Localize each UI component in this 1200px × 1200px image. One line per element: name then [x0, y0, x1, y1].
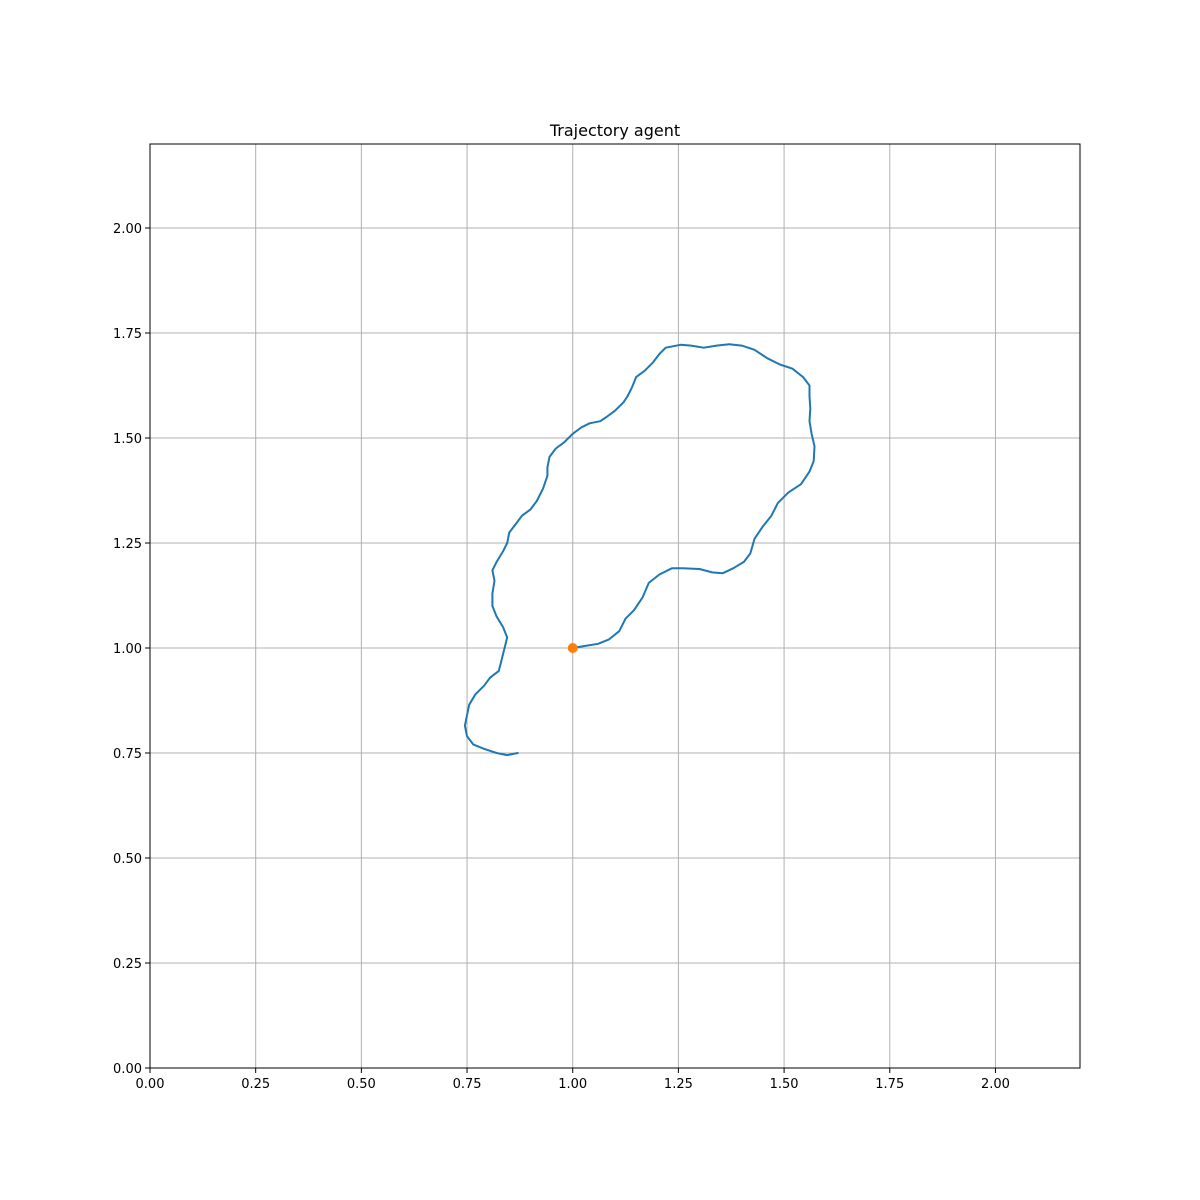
trajectory-line — [463, 343, 816, 757]
plot-frame — [149, 143, 1081, 1069]
y-tick-label: 1.50 — [113, 432, 142, 447]
x-tick-label: 0.25 — [241, 1077, 270, 1092]
x-tick-label: 0.75 — [453, 1077, 482, 1092]
y-tick-label: 2.00 — [113, 222, 142, 237]
x-tick-label: 1.00 — [558, 1077, 587, 1092]
y-tick-label: 1.00 — [113, 642, 142, 657]
chart-title: Trajectory agent — [549, 121, 680, 140]
y-tick-label: 0.25 — [113, 957, 142, 972]
y-tick-label: 0.75 — [113, 747, 142, 762]
grid-lines — [149, 144, 1080, 1069]
start-point-marker — [567, 643, 578, 653]
x-tick-label: 1.75 — [875, 1077, 904, 1092]
y-tick-label: 1.25 — [113, 537, 142, 552]
y-tick-label: 1.75 — [113, 327, 142, 342]
y-tick-label: 0.50 — [113, 852, 142, 867]
axis-ticks: 0.00 0.25 0.50 0.75 1.00 1.25 1.50 1.75 2.00 0.00… — [113, 222, 1010, 1092]
x-tick-label: 2.00 — [981, 1077, 1010, 1092]
x-tick-label: 1.50 — [770, 1077, 799, 1092]
y-tick-label: 0.00 — [113, 1062, 142, 1077]
x-tick-label: 0.00 — [136, 1077, 165, 1092]
x-tick-label: 1.25 — [664, 1077, 693, 1092]
plot-data — [463, 343, 816, 757]
x-tick-label: 0.50 — [347, 1077, 376, 1092]
